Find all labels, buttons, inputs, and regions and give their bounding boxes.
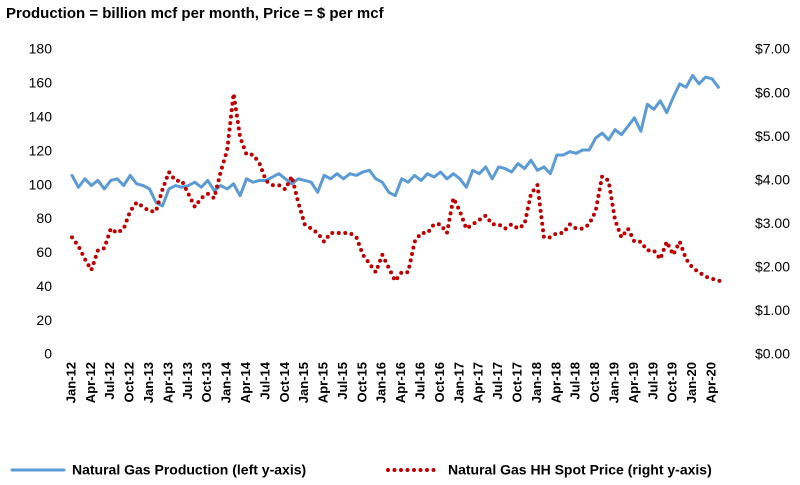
series-line <box>70 91 727 283</box>
y-tick-label: 140 <box>29 108 53 124</box>
y2-tick-label: $3.00 <box>755 215 790 231</box>
x-tick-label: Jul-18 <box>568 362 583 400</box>
x-tick-label: Jul-15 <box>335 362 350 400</box>
y-tick-label: 160 <box>29 75 53 91</box>
y-tick-label: 180 <box>29 41 53 57</box>
x-tick-label: Oct-17 <box>509 362 524 402</box>
y2-tick-label: $5.00 <box>755 128 790 144</box>
x-tick-label: Apr-20 <box>703 362 718 403</box>
x-tick-label: Apr-15 <box>316 362 331 403</box>
x-tick-label: Jan-15 <box>296 362 311 403</box>
x-tick-label: Jan-13 <box>141 362 156 403</box>
y-tick-label: 60 <box>36 244 52 260</box>
y2-tick-label: $0.00 <box>755 346 790 362</box>
x-tick-label: Jul-14 <box>257 361 272 399</box>
y2-tick-label: $6.00 <box>755 84 790 100</box>
x-tick-label: Jul-16 <box>413 362 428 400</box>
x-tick-label: Jul-17 <box>490 362 505 400</box>
x-tick-label: Jul-12 <box>102 362 117 400</box>
x-tick-label: Jan-14 <box>219 361 234 403</box>
y2-tick-label: $2.00 <box>755 259 790 275</box>
x-tick-label: Oct-14 <box>277 361 292 402</box>
y2-tick-label: $4.00 <box>755 171 790 187</box>
x-tick-label: Apr-18 <box>548 362 563 403</box>
x-tick-label: Oct-18 <box>587 362 602 402</box>
legend-label: Natural Gas Production (left y-axis) <box>72 462 306 478</box>
x-tick-label: Jan-19 <box>606 362 621 403</box>
x-tick-label: Jul-13 <box>180 362 195 400</box>
x-tick-label: Oct-19 <box>665 362 680 402</box>
y2-tick-label: $1.00 <box>755 302 790 318</box>
series-line <box>70 73 720 208</box>
x-tick-label: Apr-19 <box>626 362 641 403</box>
x-tick-label: Oct-12 <box>122 362 137 402</box>
x-tick-label: Jan-17 <box>451 362 466 403</box>
x-tick-label: Oct-15 <box>354 362 369 402</box>
x-tick-label: Oct-16 <box>432 362 447 402</box>
x-tick-label: Jan-12 <box>63 362 78 403</box>
x-tick-label: Jan-16 <box>374 362 389 403</box>
legend-label: Natural Gas HH Spot Price (right y-axis) <box>448 462 712 478</box>
x-tick-label: Apr-13 <box>160 362 175 403</box>
y-tick-label: 120 <box>29 142 53 158</box>
x-tick-label: Apr-16 <box>393 362 408 403</box>
x-tick-label: Jul-19 <box>645 362 660 400</box>
x-tick-label: Jan-20 <box>684 362 699 403</box>
y-tick-label: 0 <box>44 346 52 362</box>
x-tick-label: Apr-17 <box>471 362 486 403</box>
y-tick-label: 40 <box>36 278 52 294</box>
y-tick-label: 100 <box>29 176 53 192</box>
y-tick-label: 80 <box>36 210 52 226</box>
y2-tick-label: $7.00 <box>755 41 790 57</box>
chart-title: Production = billion mcf per month, Pric… <box>6 5 385 22</box>
y-tick-label: 20 <box>36 312 52 328</box>
x-tick-label: Apr-14 <box>238 361 253 403</box>
x-tick-label: Jan-18 <box>529 362 544 403</box>
x-tick-label: Apr-12 <box>83 362 98 403</box>
x-tick-label: Oct-13 <box>199 362 214 402</box>
